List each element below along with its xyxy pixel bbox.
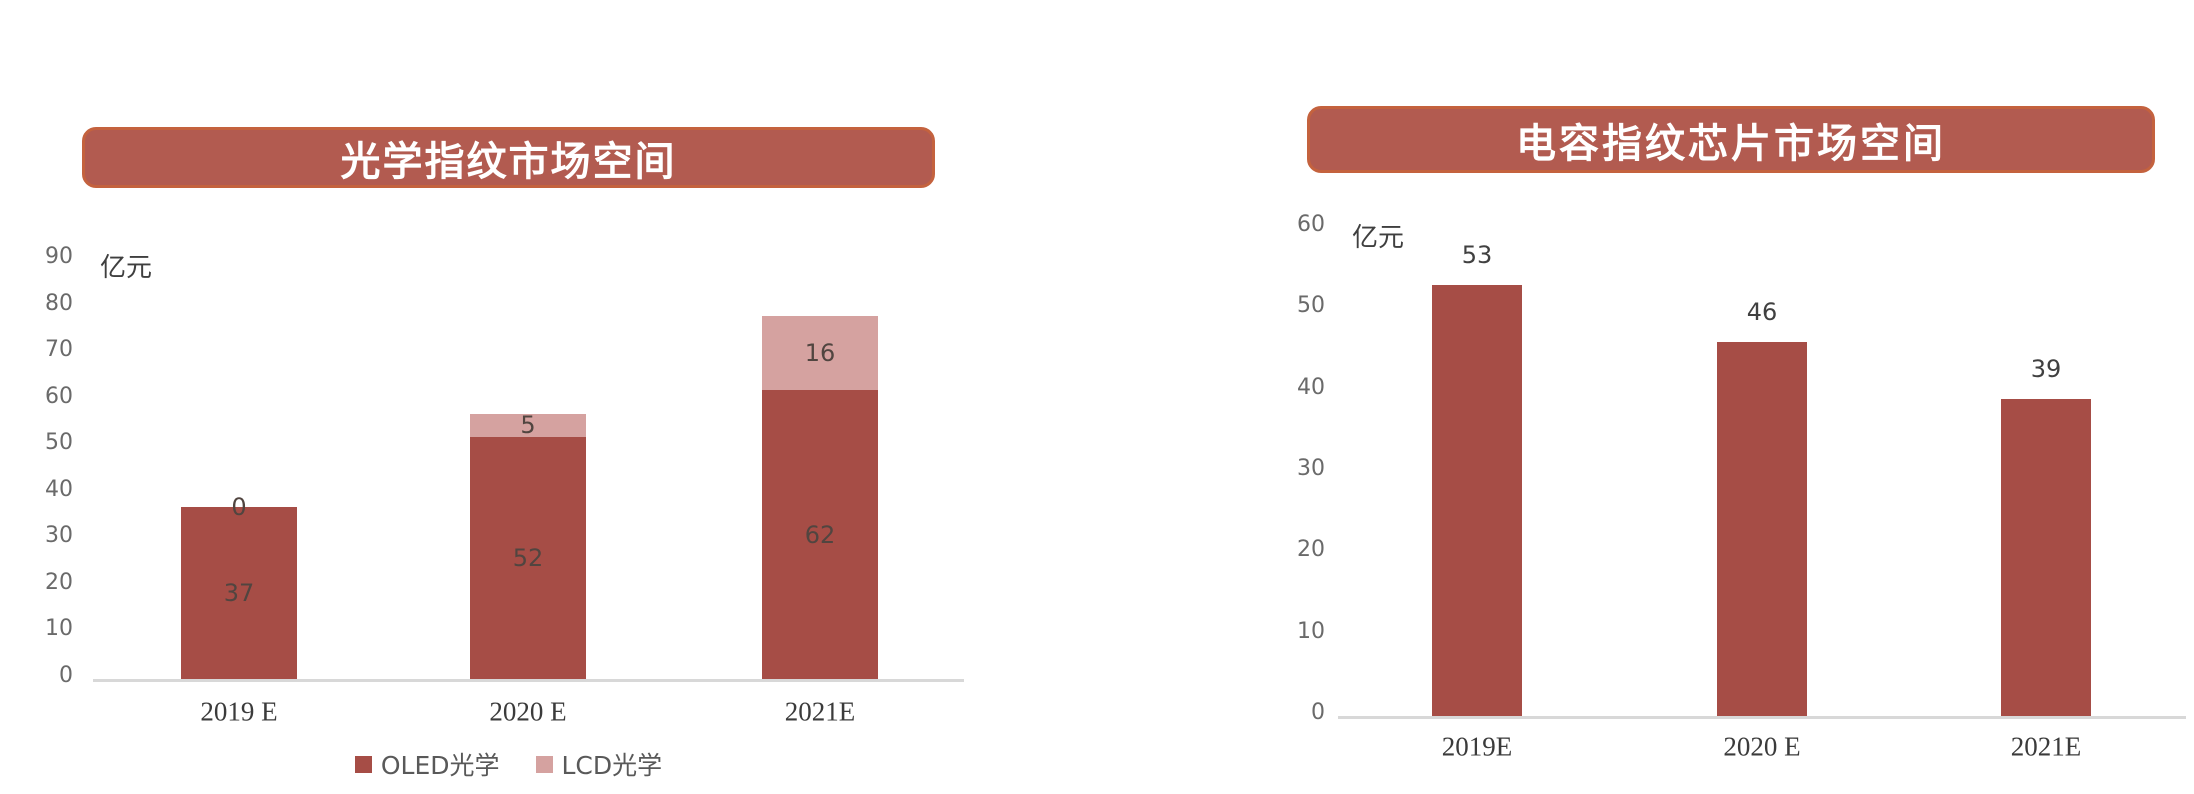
y-axis-tick-label: 0 xyxy=(59,663,73,688)
bar-segment-value-label: 37 xyxy=(223,578,255,607)
bar-segment-LCD光学 xyxy=(470,413,586,437)
x-axis-category-label: 2019 E xyxy=(200,696,278,727)
y-axis-tick-label: 0 xyxy=(1311,700,1325,725)
legend-item: OLED光学 xyxy=(354,746,500,782)
bar xyxy=(2001,398,2091,716)
bar-value-label: 53 xyxy=(1461,240,1493,269)
x-axis-category-label: 2021E xyxy=(784,696,856,727)
x-axis-line xyxy=(93,679,964,682)
bar-segment-OLED光学 xyxy=(762,390,878,679)
x-axis-line xyxy=(1338,716,2186,719)
y-axis-tick-label: 10 xyxy=(1297,618,1325,644)
x-axis-category-label: 2021E xyxy=(2010,731,2082,762)
bar-segment-value-label: 5 xyxy=(520,411,536,440)
y-axis-tick-label: 30 xyxy=(1297,456,1325,481)
legend-swatch-icon xyxy=(535,755,553,773)
y-axis-unit-label: 亿元 xyxy=(1352,223,1405,253)
y-axis-tick-label: 60 xyxy=(1297,212,1325,238)
y-axis-unit-label: 亿元 xyxy=(100,253,153,283)
x-axis-category-label: 2019E xyxy=(1441,731,1513,762)
y-axis-tick-label: 50 xyxy=(1297,293,1325,319)
x-axis-category-label: 2020 E xyxy=(1723,731,1801,762)
y-axis-tick-label: 90 xyxy=(45,243,73,269)
right-chart-title-banner: 电容指纹芯片市场空间 xyxy=(1307,106,2155,173)
bar xyxy=(1432,284,1522,716)
bar-segment-OLED光学 xyxy=(181,506,297,679)
y-axis-tick-label: 50 xyxy=(45,430,73,456)
chart-legend: OLED光学 LCD光学 xyxy=(82,748,935,780)
bar xyxy=(1717,341,1807,716)
bar-segment-value-label: 52 xyxy=(512,543,544,572)
y-axis-tick-label: 40 xyxy=(45,476,73,502)
y-axis-tick-label: 20 xyxy=(1297,537,1325,563)
left-chart-title-banner: 光学指纹市场空间 xyxy=(82,127,935,188)
legend-label: OLED光学 xyxy=(380,751,500,780)
x-axis-category-label: 2020 E xyxy=(489,696,567,727)
bar-segment-value-label: 16 xyxy=(804,339,836,368)
bar-segment-LCD光学 xyxy=(762,315,878,391)
bar-value-label: 39 xyxy=(2030,354,2062,383)
bar-segment-value-label: 62 xyxy=(804,520,836,549)
y-axis-tick-label: 70 xyxy=(45,337,73,363)
bar-segment-OLED光学 xyxy=(470,436,586,679)
y-axis-tick-label: 20 xyxy=(45,569,73,595)
legend-label: LCD光学 xyxy=(561,751,663,780)
bar-segment-value-label: 0 xyxy=(231,492,247,521)
y-axis-tick-label: 80 xyxy=(45,290,73,316)
y-axis-tick-label: 60 xyxy=(45,383,73,409)
right-chart-title: 电容指纹芯片市场空间 xyxy=(1516,120,1946,167)
y-axis-tick-label: 10 xyxy=(45,616,73,642)
bar-value-label: 46 xyxy=(1746,297,1778,326)
legend-swatch-icon xyxy=(354,755,372,773)
left-chart-title: 光学指纹市场空间 xyxy=(340,138,677,185)
y-axis-tick-label: 40 xyxy=(1297,374,1325,400)
legend-item: LCD光学 xyxy=(535,746,663,782)
y-axis-tick-label: 30 xyxy=(45,523,73,549)
